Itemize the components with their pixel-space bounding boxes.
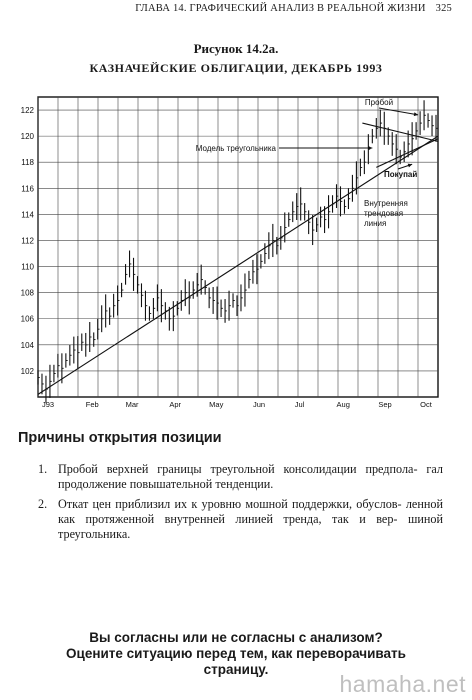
annotation-label: Покупай [384,170,417,179]
list-item: 2. Откат цен приблизил их к уровню мошно… [38,497,443,542]
y-tick-label: 112 [21,236,34,245]
grid [37,97,438,397]
question-block: Вы согласны или не согласны с анализом? … [0,630,472,678]
x-tick-label: Mar [126,400,139,409]
annotation-label: Модель треугольника [196,144,277,153]
y-tick-label: 110 [21,263,34,272]
question-line: Вы согласны или не согласны с анализом? [89,630,383,645]
section-heading: Причины открытия позиции [18,430,222,446]
annotation-label: линия [364,219,386,228]
arrow-head [407,163,413,168]
trend-lines [37,122,439,395]
list-item-text: Откат цен приблизил их к уровню мошной п… [58,497,443,541]
y-tick-label: 118 [21,158,34,167]
figure-label: Рисунок 14.2а. [193,41,279,56]
page-number: 325 [435,3,452,14]
x-tick-label: Aug [337,400,350,409]
list-item: 1. Пробой верхней границы треугольной ко… [38,462,443,492]
triangle-line [362,122,439,142]
y-tick-label: 116 [21,184,34,193]
x-tick-label: J93 [42,400,54,409]
list-item-text: Пробой верхней границы треугольной консо… [58,462,443,491]
y-tick-label: 104 [21,341,35,350]
y-tick-label: 108 [21,289,35,298]
list-item-number: 1. [38,462,48,476]
arrow-head [413,112,419,117]
price-bars [37,100,438,403]
x-tick-label: Jul [295,400,305,409]
x-tick-label: Oct [420,400,433,409]
running-title: ГЛАВА 14. ГРАФИЧЕСКИЙ АНАЛИЗ В РЕАЛЬНОЙ … [135,3,426,14]
annotation-arrow [378,107,419,116]
arrow-head [368,146,373,150]
reasons-list: 1. Пробой верхней границы треугольной ко… [38,462,443,547]
running-head: ГЛАВА 14. ГРАФИЧЕСКИЙ АНАЛИЗ В РЕАЛЬНОЙ … [0,3,472,14]
y-tick-labels: 102 104 106 108 110 112 114 116 118 120 122 [21,106,35,376]
x-tick-label: Sep [378,400,391,409]
annotation-label: Внутренняя [364,199,408,208]
y-tick-label: 114 [21,210,34,219]
x-tick-labels: J93 Feb Mar Apr May Jun Jul Aug Sep Oct [42,400,433,409]
y-tick-label: 102 [21,367,35,376]
x-tick-label: May [209,400,223,409]
figure-caption: КАЗНАЧЕЙСКИЕ ОБЛИГАЦИИ, ДЕКАБРЬ 1993 [89,61,383,75]
y-tick-label: 106 [21,315,35,324]
annotations: Пробой Модель треугольника Покупай Внутренн… [196,98,419,228]
question-line: Оцените ситуацию перед тем, как перевора… [66,646,406,661]
x-tick-label: Jun [253,400,265,409]
triangle-line [376,138,439,168]
annotation-label: трендовая [364,209,403,218]
list-item-number: 2. [38,497,48,511]
price-chart: 102 104 106 108 110 112 114 116 118 120 122 J93 Feb… [21,96,439,409]
annotation-label: Пробой [365,98,393,107]
trend-line [37,135,439,395]
y-tick-label: 122 [21,106,35,115]
y-tick-label: 120 [21,132,35,141]
x-tick-label: Apr [169,400,181,409]
x-tick-label: Feb [86,400,99,409]
watermark: hamaha.net [339,671,466,697]
question-line: страницу. [203,662,269,677]
